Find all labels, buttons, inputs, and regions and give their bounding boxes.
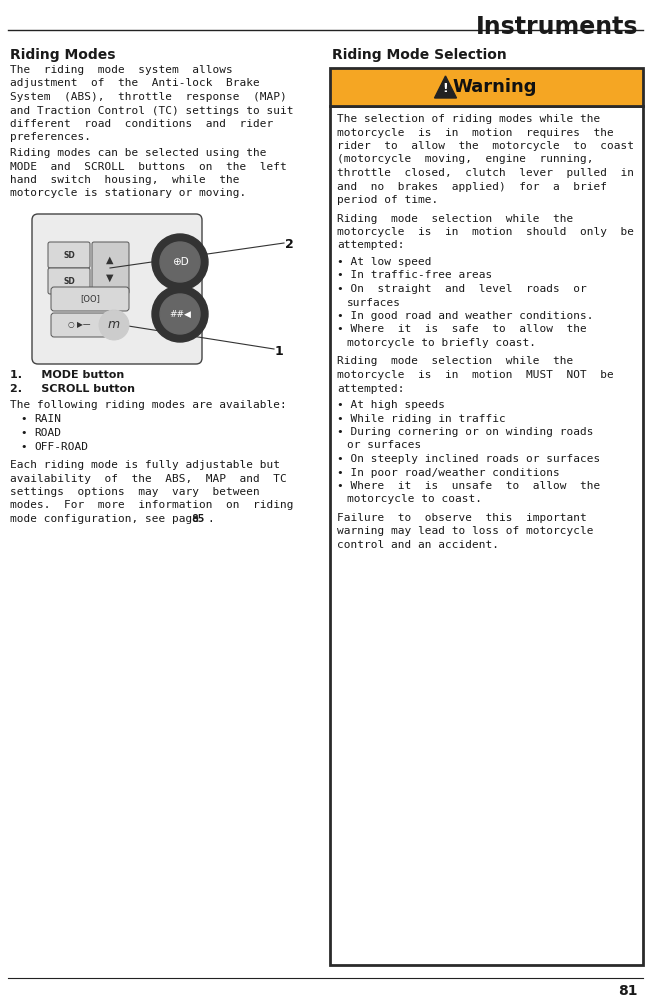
Text: mode configuration, see page: mode configuration, see page [10, 514, 206, 524]
FancyBboxPatch shape [92, 242, 129, 294]
Text: throttle  closed,  clutch  lever  pulled  in: throttle closed, clutch lever pulled in [337, 168, 634, 178]
Text: Riding modes can be selected using the: Riding modes can be selected using the [10, 148, 266, 158]
Text: modes.  For  more  information  on  riding: modes. For more information on riding [10, 500, 294, 511]
Text: motorcycle is stationary or moving.: motorcycle is stationary or moving. [10, 188, 246, 198]
Text: System  (ABS),  throttle  response  (MAP): System (ABS), throttle response (MAP) [10, 92, 286, 102]
Text: Riding  mode  selection  while  the: Riding mode selection while the [337, 213, 574, 223]
Text: motorcycle  is  in  motion  should  only  be: motorcycle is in motion should only be [337, 227, 634, 237]
Text: ROAD: ROAD [34, 428, 61, 438]
Text: The  riding  mode  system  allows: The riding mode system allows [10, 65, 233, 75]
Text: OFF-ROAD: OFF-ROAD [34, 442, 88, 452]
Text: Instruments: Instruments [475, 15, 638, 39]
Text: SD: SD [63, 250, 75, 259]
Text: ○ ▶—: ○ ▶— [68, 320, 90, 329]
FancyBboxPatch shape [48, 242, 90, 268]
Text: 81: 81 [618, 984, 638, 998]
Circle shape [152, 234, 208, 290]
Text: hand  switch  housing,  while  the: hand switch housing, while the [10, 175, 240, 185]
Bar [330, 68, 643, 106]
Text: • On  straight  and  level  roads  or: • On straight and level roads or [337, 284, 587, 294]
Text: • Where  it  is  unsafe  to  allow  the: • Where it is unsafe to allow the [337, 481, 600, 491]
Text: warning may lead to loss of motorcycle: warning may lead to loss of motorcycle [337, 527, 594, 537]
Text: surfaces: surfaces [347, 297, 401, 307]
Text: settings  options  may  vary  between: settings options may vary between [10, 487, 260, 497]
Circle shape [99, 310, 129, 340]
Text: [OO]: [OO] [80, 294, 100, 303]
Text: Each riding mode is fully adjustable but: Each riding mode is fully adjustable but [10, 460, 280, 470]
Text: ⊕D: ⊕D [172, 257, 188, 267]
FancyBboxPatch shape [48, 268, 90, 294]
Text: (motorcycle  moving,  engine  running,: (motorcycle moving, engine running, [337, 154, 594, 164]
Text: attempted:: attempted: [337, 383, 404, 393]
Text: SD: SD [63, 276, 75, 285]
Text: • In traffic-free areas: • In traffic-free areas [337, 270, 492, 280]
Text: • On steeply inclined roads or surfaces: • On steeply inclined roads or surfaces [337, 454, 600, 464]
Text: Riding  mode  selection  while  the: Riding mode selection while the [337, 356, 574, 366]
Circle shape [160, 242, 200, 282]
Text: period of time.: period of time. [337, 195, 438, 205]
Text: 1: 1 [275, 345, 284, 358]
Text: and  no  brakes  applied)  for  a  brief: and no brakes applied) for a brief [337, 181, 607, 191]
Text: availability  of  the  ABS,  MAP  and  TC: availability of the ABS, MAP and TC [10, 473, 286, 483]
Bar [330, 106, 643, 965]
Text: • While riding in traffic: • While riding in traffic [337, 413, 506, 423]
FancyBboxPatch shape [51, 313, 107, 337]
Text: • At high speeds: • At high speeds [337, 400, 445, 410]
Text: RAIN: RAIN [34, 413, 61, 423]
Text: •: • [20, 442, 27, 452]
Text: ▲: ▲ [106, 255, 114, 265]
Text: •: • [20, 428, 27, 438]
Text: attempted:: attempted: [337, 240, 404, 250]
Text: • During cornering or on winding roads: • During cornering or on winding roads [337, 427, 594, 437]
Text: !: ! [443, 81, 449, 94]
Text: or surfaces: or surfaces [347, 440, 421, 450]
Text: ▼: ▼ [106, 273, 114, 283]
Text: m: m [108, 318, 120, 331]
Text: rider  to  allow  the  motorcycle  to  coast: rider to allow the motorcycle to coast [337, 141, 634, 151]
Polygon shape [434, 76, 456, 98]
Text: 2.     SCROLL button: 2. SCROLL button [10, 384, 135, 394]
Text: •: • [20, 413, 27, 423]
Text: .: . [207, 514, 214, 524]
Text: and Traction Control (TC) settings to suit: and Traction Control (TC) settings to su… [10, 105, 294, 115]
Text: 1.     MODE button: 1. MODE button [10, 370, 124, 380]
Circle shape [152, 286, 208, 342]
Text: motorcycle  is  in  motion  requires  the: motorcycle is in motion requires the [337, 127, 614, 137]
Text: ##◀: ##◀ [169, 309, 191, 318]
Text: 85: 85 [191, 514, 204, 524]
Text: • At low speed: • At low speed [337, 257, 432, 267]
Text: Riding Mode Selection: Riding Mode Selection [332, 48, 506, 62]
FancyBboxPatch shape [51, 287, 129, 311]
Text: 2: 2 [285, 238, 294, 251]
Text: Failure  to  observe  this  important: Failure to observe this important [337, 513, 587, 523]
Text: motorcycle  is  in  motion  MUST  NOT  be: motorcycle is in motion MUST NOT be [337, 370, 614, 380]
Text: The selection of riding modes while the: The selection of riding modes while the [337, 114, 600, 124]
Text: • In poor road/weather conditions: • In poor road/weather conditions [337, 467, 560, 477]
Text: • Where  it  is  safe  to  allow  the: • Where it is safe to allow the [337, 324, 587, 334]
Text: MODE  and  SCROLL  buttons  on  the  left: MODE and SCROLL buttons on the left [10, 161, 286, 171]
Text: • In good road and weather conditions.: • In good road and weather conditions. [337, 311, 594, 321]
FancyBboxPatch shape [32, 214, 202, 364]
Text: preferences.: preferences. [10, 132, 91, 142]
Text: adjustment  of  the  Anti-lock  Brake: adjustment of the Anti-lock Brake [10, 78, 260, 88]
Text: different  road  conditions  and  rider: different road conditions and rider [10, 119, 273, 129]
Text: Warning: Warning [452, 78, 537, 96]
Text: motorcycle to coast.: motorcycle to coast. [347, 494, 482, 505]
Circle shape [160, 294, 200, 334]
Text: The following riding modes are available:: The following riding modes are available… [10, 400, 286, 410]
Text: Riding Modes: Riding Modes [10, 48, 115, 62]
Text: control and an accident.: control and an accident. [337, 540, 499, 550]
Text: motorcycle to briefly coast.: motorcycle to briefly coast. [347, 338, 536, 348]
